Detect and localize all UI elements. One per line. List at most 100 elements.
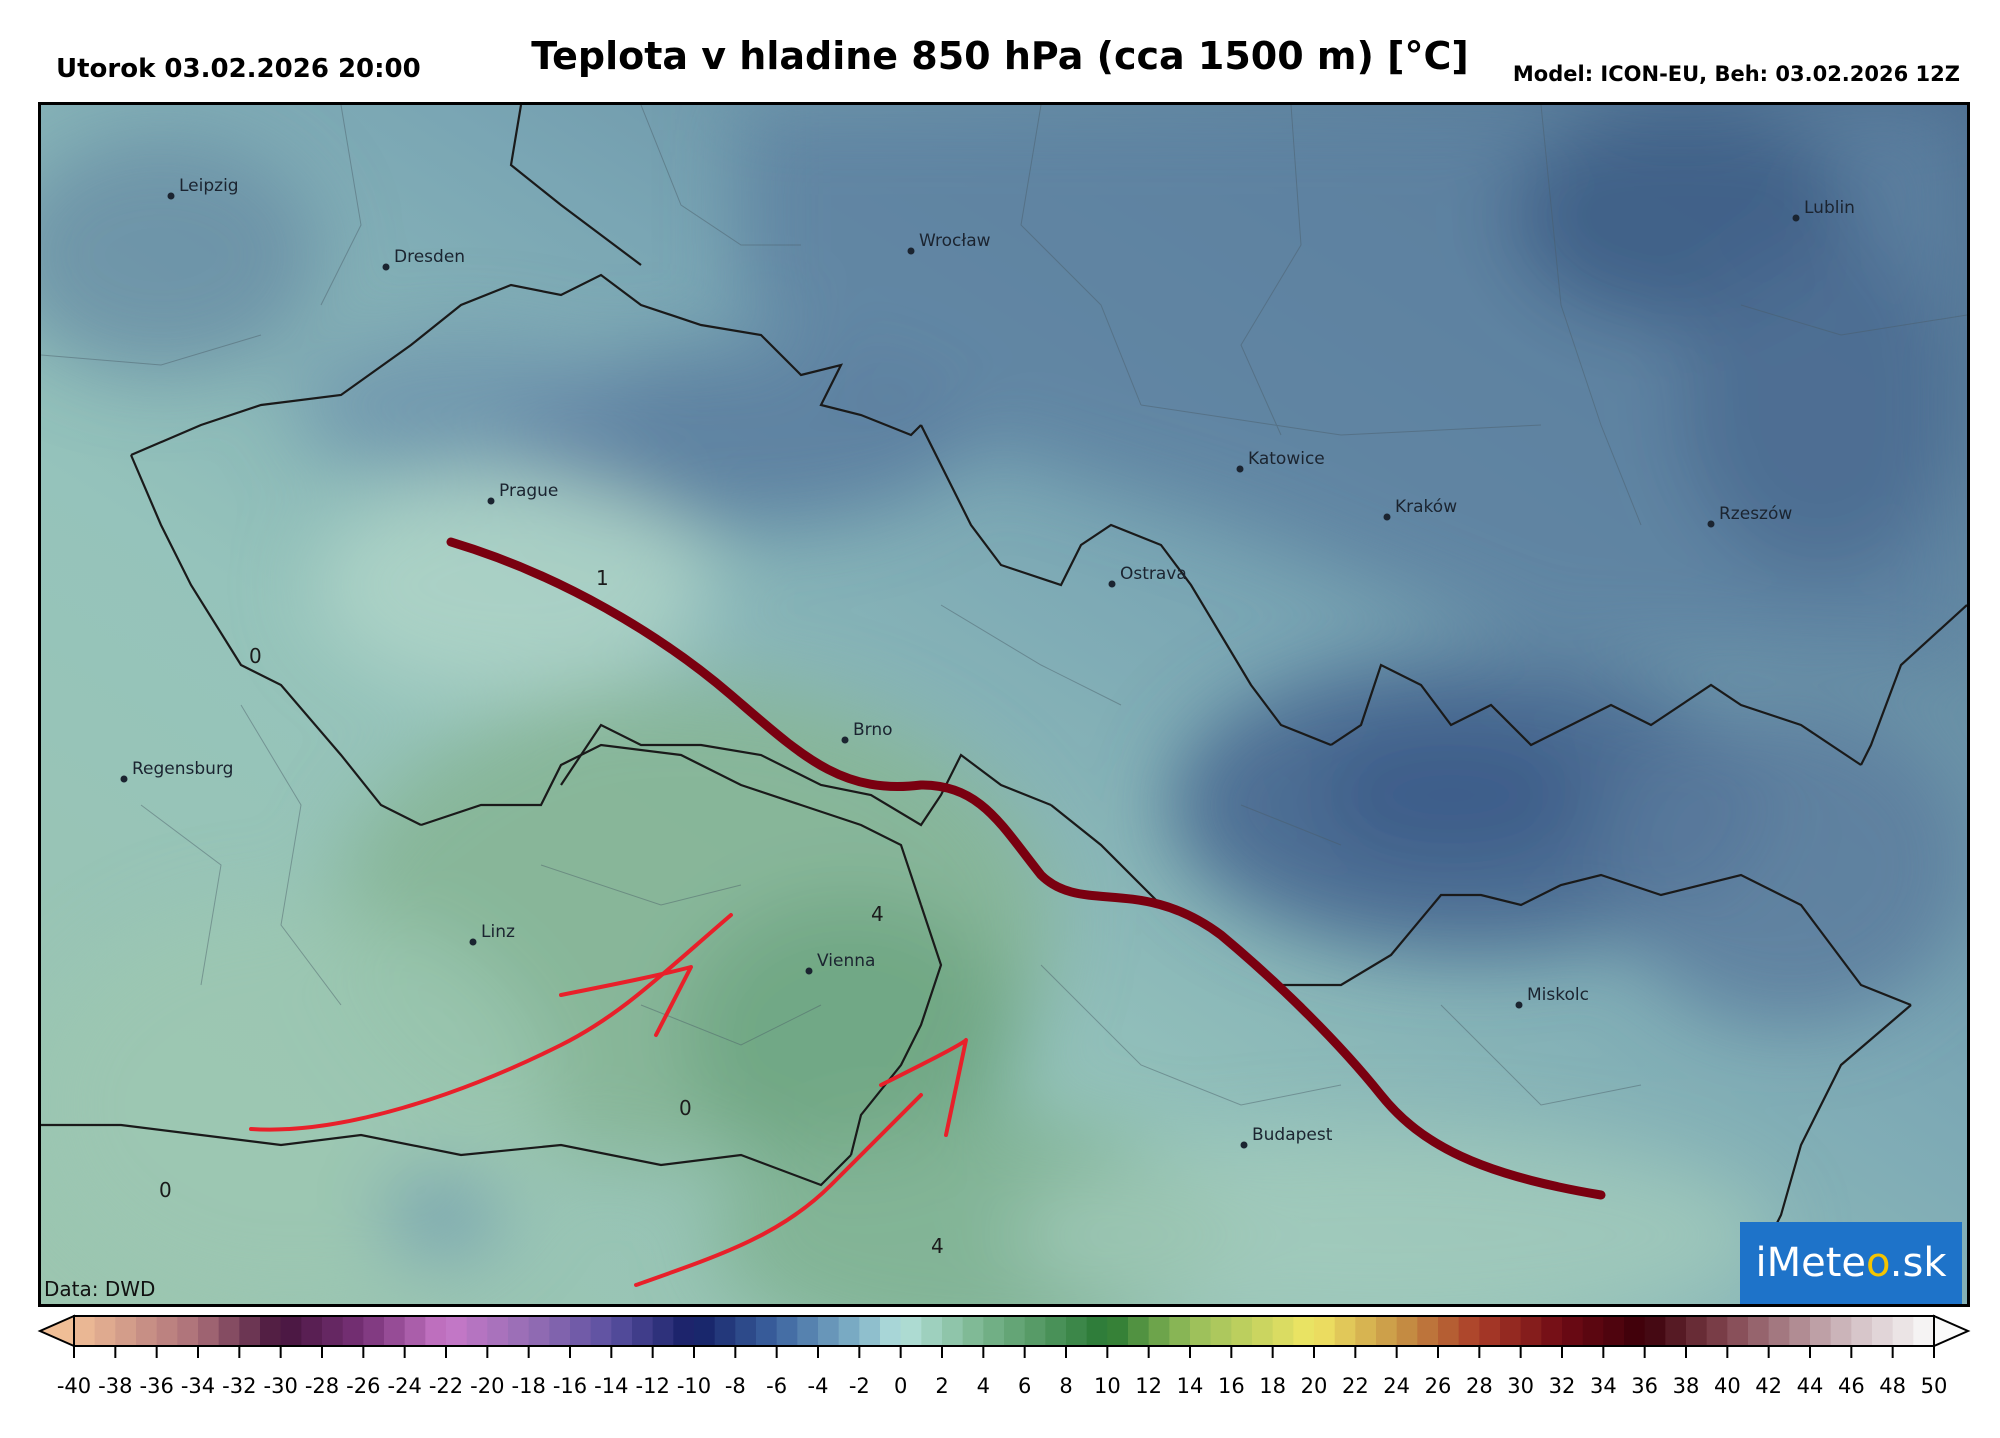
- colorbar-tick-label: 10: [1093, 1374, 1121, 1398]
- colorbar: [37, 1314, 1971, 1358]
- colorbar-tick-label: -32: [222, 1374, 257, 1398]
- colorbar-cell: [239, 1316, 261, 1346]
- colorbar-tick-label: 50: [1920, 1374, 1948, 1398]
- colorbar-cell: [1148, 1316, 1170, 1346]
- colorbar-cell: [1252, 1316, 1274, 1346]
- city-label-rzeszow: Rzeszów: [1719, 504, 1792, 524]
- colorbar-cell: [1293, 1316, 1315, 1346]
- colorbar-cell: [1479, 1316, 1501, 1346]
- colorbar-cell: [1541, 1316, 1563, 1346]
- colorbar-cell: [694, 1316, 716, 1346]
- arrow-east-head: [879, 1038, 968, 1137]
- colorbar-tick-label: 0: [893, 1374, 908, 1398]
- colorbar-tick-label: -38: [98, 1374, 133, 1398]
- colorbar-cell: [776, 1316, 798, 1346]
- colorbar-cell: [177, 1316, 199, 1346]
- colorbar-cell: [1314, 1316, 1336, 1346]
- city-label-brno: Brno: [853, 720, 893, 740]
- colorbar-tick-label: 18: [1259, 1374, 1287, 1398]
- colorbar-frame: [73, 1315, 1935, 1347]
- contour-label: 0: [679, 1096, 692, 1120]
- colorbar-cell: [1190, 1316, 1212, 1346]
- colorbar-cell: [1066, 1316, 1088, 1346]
- colorbar-tick-label: 12: [1135, 1374, 1163, 1398]
- colorbar-cell: [136, 1316, 158, 1346]
- colorbar-cell: [1210, 1316, 1232, 1346]
- colorbar-cell: [404, 1316, 426, 1346]
- colorbar-cell: [1851, 1316, 1873, 1346]
- colorbar-cell: [611, 1316, 633, 1346]
- logo-text-a: iMete: [1755, 1240, 1867, 1286]
- colorbar-tick-label: 46: [1837, 1374, 1865, 1398]
- border-cz-de-west: [129, 454, 422, 826]
- city-label-linz: Linz: [481, 922, 515, 942]
- colorbar-tick-label: -24: [387, 1374, 422, 1398]
- colorbar-cell: [859, 1316, 881, 1346]
- city-label-regensburg: Regensburg: [132, 759, 233, 779]
- colorbar-cell: [797, 1316, 819, 1346]
- colorbar-cell: [1624, 1316, 1646, 1346]
- colorbar-cell: [1520, 1316, 1542, 1346]
- colorbar-cell: [652, 1316, 674, 1346]
- temperature-field: [41, 105, 1967, 1304]
- colorbar-cell: [1603, 1316, 1625, 1346]
- colorbar-cell: [1500, 1316, 1522, 1346]
- city-label-prague: Prague: [499, 481, 558, 501]
- city-label-wroclaw: Wrocław: [919, 231, 991, 251]
- contour-label: 0: [159, 1178, 172, 1202]
- colorbar-cell: [260, 1316, 282, 1346]
- colorbar-cell: [673, 1316, 695, 1346]
- colorbar-tick-label: 30: [1507, 1374, 1535, 1398]
- colorbar-cell: [714, 1316, 736, 1346]
- colorbar-tick-label: 20: [1300, 1374, 1328, 1398]
- colorbar-tick-label: 22: [1341, 1374, 1369, 1398]
- colorbar-tick-label: -36: [139, 1374, 174, 1398]
- colorbar-tick-label: -10: [676, 1374, 712, 1398]
- colorbar-cell: [1128, 1316, 1150, 1346]
- colorbar-tick-label: -18: [511, 1374, 546, 1398]
- colorbar-cell: [280, 1316, 302, 1346]
- colorbar-tick-label: -22: [428, 1374, 464, 1398]
- city-label-leipzig: Leipzig: [179, 176, 239, 196]
- imeteo-logo: iMeteo.sk: [1740, 1222, 1962, 1304]
- colorbar-cell: [921, 1316, 943, 1346]
- colorbar-cell: [1872, 1316, 1894, 1346]
- contour-label: 4: [931, 1234, 944, 1258]
- colorbar-cell: [632, 1316, 654, 1346]
- colorbar-cell: [1086, 1316, 1108, 1346]
- colorbar-cell: [1272, 1316, 1294, 1346]
- colorbar-cell: [1107, 1316, 1129, 1346]
- colorbar-tick-label: -26: [346, 1374, 381, 1398]
- colorbar-cell: [1024, 1316, 1046, 1346]
- colorbar-cell: [1665, 1316, 1687, 1346]
- colorbar-cell: [1810, 1316, 1832, 1346]
- logo-text-c: .sk: [1889, 1240, 1947, 1286]
- country-borders: [41, 105, 1967, 1296]
- colorbar-min-extend: [37, 1314, 75, 1348]
- colorbar-cell: [1334, 1316, 1356, 1346]
- colorbar-cell: [1913, 1316, 1935, 1346]
- contour-label: 0: [249, 644, 262, 668]
- colorbar-cell: [466, 1316, 488, 1346]
- border-sk-pl: [1330, 663, 1862, 766]
- colorbar-cell: [1706, 1316, 1728, 1346]
- border-ua-pl: [1860, 604, 1967, 766]
- colorbar-cell: [942, 1316, 964, 1346]
- colorbar-cell: [1355, 1316, 1377, 1346]
- colorbar-cell: [983, 1316, 1005, 1346]
- border-de-at: [420, 743, 923, 906]
- colorbar-tick-label: 2: [935, 1374, 949, 1398]
- colorbar-cell: [301, 1316, 323, 1346]
- colorbar-cell: [1458, 1316, 1480, 1346]
- colorbar-cell: [1789, 1316, 1811, 1346]
- colorbar-cell: [508, 1316, 530, 1346]
- colorbar-tick-label: -30: [263, 1374, 298, 1398]
- colorbar-ticks: -40 -38 -36 -34 -32 -30 -28 -26 -24 -22 -20 -18 -16-…: [0, 1374, 2000, 1414]
- colorbar-tick-label: 14: [1176, 1374, 1204, 1398]
- colorbar-cell: [115, 1316, 137, 1346]
- colorbar-cell: [838, 1316, 860, 1346]
- colorbar-tick-label: -34: [180, 1374, 216, 1398]
- colorbar-cell: [1644, 1316, 1666, 1346]
- city-label-katowice: Katowice: [1248, 449, 1325, 469]
- colorbar-cell: [900, 1316, 922, 1346]
